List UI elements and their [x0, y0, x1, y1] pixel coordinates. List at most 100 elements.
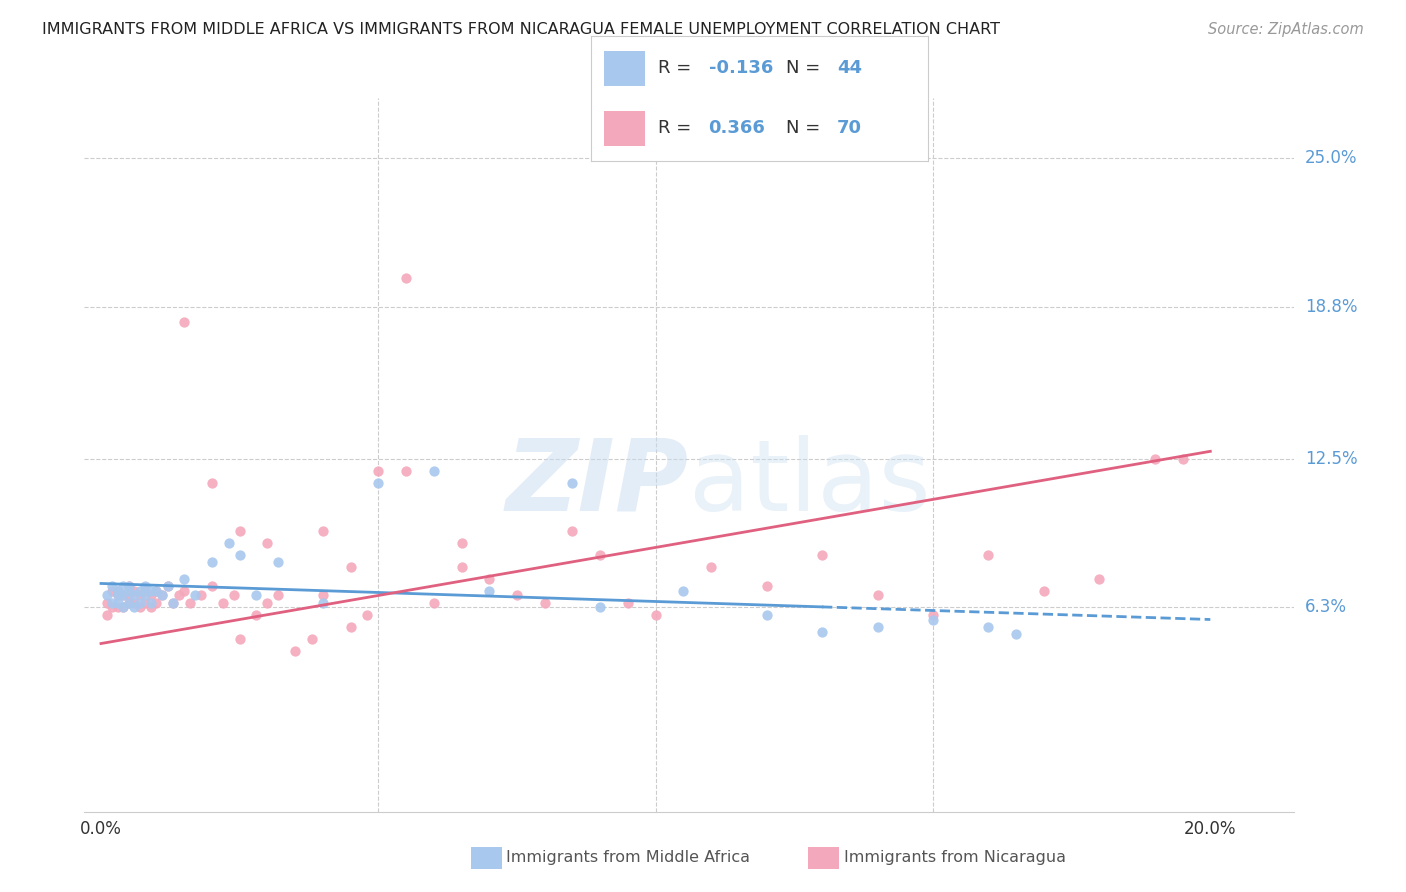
Point [256, 535, 278, 549]
Point [617, 596, 640, 610]
Point [533, 596, 555, 610]
Point [101, 583, 124, 598]
Point [1143, 451, 1166, 466]
Point [112, 600, 135, 615]
Point [1171, 451, 1194, 466]
Point [101, 596, 124, 610]
Point [139, 589, 162, 603]
Text: 6.3%: 6.3% [1305, 599, 1347, 616]
Point [112, 579, 135, 593]
Point [145, 583, 167, 598]
Point [700, 559, 723, 574]
Text: N =: N = [786, 59, 827, 77]
Point [478, 583, 501, 598]
Point [173, 315, 195, 329]
Text: IMMIGRANTS FROM MIDDLE AFRICA VS IMMIGRANTS FROM NICARAGUA FEMALE UNEMPLOYMENT C: IMMIGRANTS FROM MIDDLE AFRICA VS IMMIGRA… [42, 22, 1000, 37]
Point [423, 596, 446, 610]
Point [224, 589, 246, 603]
Point [150, 589, 173, 603]
Point [672, 583, 695, 598]
Text: 70: 70 [837, 120, 862, 137]
Text: R =: R = [658, 59, 697, 77]
Point [1032, 583, 1054, 598]
Point [96, 607, 118, 622]
Point [101, 600, 124, 615]
Point [156, 579, 179, 593]
Text: 12.5%: 12.5% [1305, 450, 1357, 467]
Text: -0.136: -0.136 [709, 59, 773, 77]
Point [228, 524, 250, 538]
Point [112, 589, 135, 603]
Point [356, 607, 378, 622]
Point [395, 271, 418, 285]
Point [561, 524, 583, 538]
Point [201, 475, 224, 490]
Point [922, 607, 945, 622]
Point [101, 579, 124, 593]
Point [139, 600, 162, 615]
Point [118, 579, 141, 593]
Text: 25.0%: 25.0% [1305, 149, 1357, 167]
Point [179, 596, 201, 610]
Point [124, 596, 146, 610]
Point [156, 579, 179, 593]
Point [150, 589, 173, 603]
Point [167, 589, 190, 603]
Point [128, 596, 150, 610]
Point [301, 632, 323, 646]
Point [139, 583, 162, 598]
Point [589, 548, 612, 562]
Point [124, 600, 146, 615]
Point [811, 624, 834, 639]
Point [145, 596, 167, 610]
Point [228, 632, 250, 646]
Point [128, 589, 150, 603]
Point [977, 548, 1000, 562]
Point [423, 464, 446, 478]
Point [107, 589, 129, 603]
Point [118, 596, 141, 610]
Point [118, 579, 141, 593]
Point [866, 589, 889, 603]
Text: N =: N = [786, 120, 827, 137]
Point [367, 475, 389, 490]
Point [134, 589, 156, 603]
Text: ZIP: ZIP [506, 435, 689, 532]
Point [977, 620, 1000, 634]
Point [201, 555, 224, 569]
Point [506, 589, 529, 603]
Point [112, 589, 135, 603]
Point [128, 583, 150, 598]
Point [312, 524, 335, 538]
Point [1005, 627, 1028, 641]
Text: R =: R = [658, 120, 697, 137]
Point [228, 548, 250, 562]
Point [107, 583, 129, 598]
Point [312, 596, 335, 610]
Point [145, 583, 167, 598]
Point [134, 579, 156, 593]
FancyBboxPatch shape [605, 111, 644, 145]
Point [107, 589, 129, 603]
Point [96, 589, 118, 603]
Point [173, 583, 195, 598]
Point [118, 596, 141, 610]
FancyBboxPatch shape [605, 51, 644, 86]
Point [339, 620, 361, 634]
Point [162, 596, 184, 610]
Point [922, 613, 945, 627]
Point [134, 596, 156, 610]
Point [118, 589, 141, 603]
Text: Immigrants from Nicaragua: Immigrants from Nicaragua [844, 850, 1066, 864]
Point [118, 583, 141, 598]
Point [96, 596, 118, 610]
Point [201, 579, 224, 593]
Point [367, 464, 389, 478]
Text: Immigrants from Middle Africa: Immigrants from Middle Africa [506, 850, 751, 864]
Text: 0.366: 0.366 [709, 120, 765, 137]
Text: atlas: atlas [689, 435, 931, 532]
Point [866, 620, 889, 634]
Point [450, 559, 472, 574]
Point [644, 607, 666, 622]
Point [395, 464, 418, 478]
